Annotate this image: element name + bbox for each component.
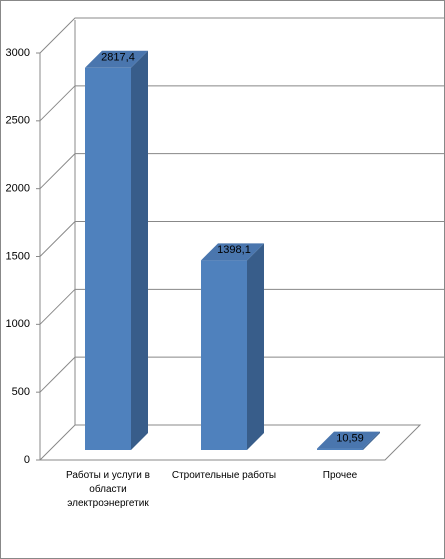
bar-top [317, 431, 380, 449]
grid-line [39, 85, 445, 122]
bar-top [85, 50, 148, 68]
y-tick-label: 2000 [6, 183, 30, 195]
bar-side [247, 243, 264, 450]
bar-top [201, 243, 264, 261]
data-label: 1398,1 [217, 244, 251, 256]
grid-line [39, 288, 445, 325]
grid-line [39, 221, 445, 257]
grid-line [39, 356, 445, 393]
x-tick-label: Строительные работы [171, 470, 277, 481]
bar-side [363, 431, 380, 450]
bar-side [131, 50, 148, 450]
y-tick-label: 0 [24, 454, 30, 466]
y-tick-label: 500 [12, 386, 30, 398]
bar-front [85, 67, 131, 450]
grid-line [39, 153, 445, 190]
x-tick-label: Работы и услуги в области электроэнергет… [66, 470, 150, 509]
grid-line [39, 17, 445, 54]
y-tick-label: 2500 [6, 115, 30, 127]
y-tick-label: 1500 [6, 250, 30, 262]
y-tick-label: 1000 [6, 318, 30, 330]
floor [38, 424, 422, 461]
x-tick-label: Прочее [322, 470, 358, 481]
bar-front [317, 448, 363, 450]
data-label: 10,59 [336, 432, 364, 444]
bar-front [201, 260, 247, 450]
data-label: 2817,4 [101, 52, 135, 64]
y-tick-label: 3000 [6, 47, 30, 59]
